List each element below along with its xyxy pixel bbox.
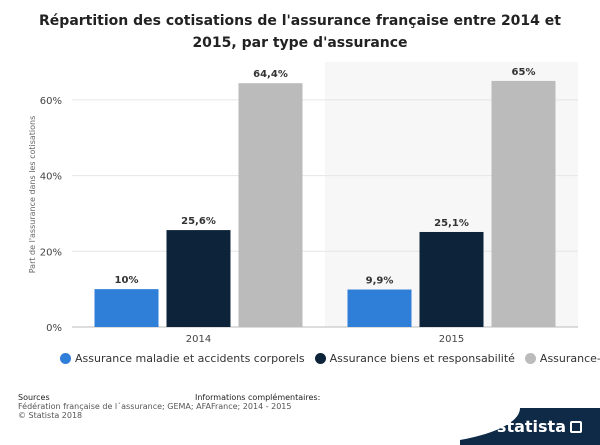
y-tick-label: 20% [40, 247, 62, 258]
statista-logo[interactable]: statista [400, 408, 600, 445]
legend: Assurance maladie et accidents corporels… [60, 352, 600, 365]
x-tick-label: 2015 [439, 334, 464, 345]
legend-dot-1 [60, 353, 71, 364]
y-tick-label: 60% [40, 96, 62, 107]
legend-dot-2 [314, 353, 326, 364]
data-label: 25,1% [434, 218, 469, 229]
legend-label-1: Assurance maladie et accidents corporels [75, 352, 305, 365]
bar [94, 289, 159, 327]
bar [347, 289, 412, 327]
logo-text: statista [496, 417, 566, 436]
sources-block: Sources Fédération française de l´assura… [18, 393, 291, 420]
chart-title: Répartition des cotisations de l'assuran… [39, 13, 561, 51]
y-axis-label: Part de l'assurance dans les cotisations [28, 116, 37, 274]
y-tick-label: 40% [40, 172, 62, 183]
data-label: 64,4% [253, 69, 288, 80]
data-label: 65% [512, 67, 536, 78]
data-label: 25,6% [181, 216, 216, 227]
copyright-text: © Statista 2018 [18, 411, 83, 420]
bar [419, 231, 484, 327]
statista-mark-icon [570, 420, 582, 433]
data-label: 9,9% [366, 276, 394, 287]
bar [238, 83, 303, 327]
legend-item-2[interactable]: Assurance biens et responsabilité [314, 352, 515, 365]
data-label: 10% [115, 275, 139, 286]
sources-text: Fédération française de l´assurance; GEM… [18, 402, 292, 411]
info-heading[interactable]: Informations complémentaires: [195, 393, 321, 402]
bar [166, 230, 231, 327]
legend-dot-3 [524, 353, 536, 364]
y-tick-label: 0% [46, 323, 62, 334]
bar [491, 80, 556, 327]
legend-item-3[interactable]: Assurance-vie [524, 352, 600, 365]
sources-heading[interactable]: Sources [18, 393, 50, 402]
legend-label-3: Assurance-vie [539, 352, 600, 365]
legend-item-1[interactable]: Assurance maladie et accidents corporels [60, 352, 305, 365]
x-tick-label: 2014 [186, 334, 211, 345]
legend-label-2: Assurance biens et responsabilité [329, 352, 515, 365]
